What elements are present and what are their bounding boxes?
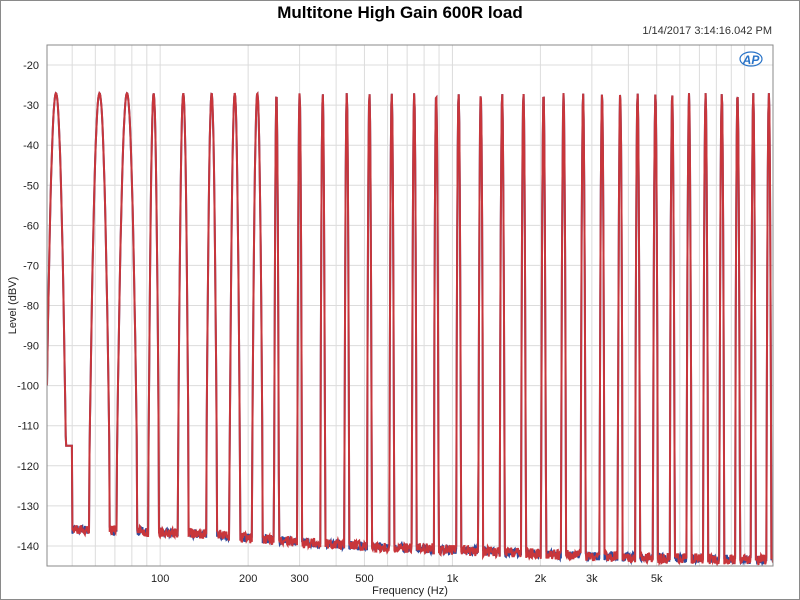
x-axis-ticks: 100 200 300 500 1k 2k 3k 5k — [151, 573, 663, 585]
ap-logo-text: AP — [742, 53, 761, 67]
x-tick-label: 100 — [151, 573, 169, 585]
plot-border — [46, 44, 774, 567]
chart-title: Multitone High Gain 600R load — [277, 3, 523, 22]
x-axis-label: Frequency (Hz) — [372, 585, 448, 597]
y-tick-label: -50 — [23, 180, 39, 192]
ap-logo-ring — [739, 51, 763, 67]
x-tick-label: 2k — [535, 573, 547, 585]
y-tick-label: -110 — [18, 421, 39, 433]
y-tick-label: -70 — [23, 260, 39, 272]
y-tick-label: -80 — [23, 301, 39, 313]
series-line-red — [47, 91, 773, 566]
series-group — [47, 91, 773, 566]
y-tick-label: -120 — [17, 461, 39, 473]
y-tick-label: -20 — [23, 60, 39, 72]
y-tick-label: -100 — [17, 381, 39, 393]
y-axis-ticks: -20 -30 -40 -50 -60 -70 -80 -90 -100 -110 -120 -130… — [17, 60, 39, 553]
y-tick-label: -140 — [17, 541, 39, 553]
timestamp: 1/14/2017 3:14:16.042 PM — [642, 25, 772, 37]
x-tick-label: 3k — [586, 573, 598, 585]
x-tick-label: 500 — [355, 573, 373, 585]
y-tick-label: -90 — [23, 341, 39, 353]
y-tick-label: -130 — [17, 501, 39, 513]
ap-logo: AP — [739, 51, 763, 67]
y-tick-label: -30 — [23, 100, 39, 112]
y-axis-label: Level (dBV) — [7, 277, 19, 334]
x-tick-label: 1k — [447, 573, 459, 585]
x-tick-label: 300 — [290, 573, 308, 585]
y-tick-label: -60 — [23, 220, 39, 232]
x-tick-label: 200 — [239, 573, 257, 585]
y-tick-label: -40 — [23, 140, 39, 152]
x-tick-label: 5k — [651, 573, 663, 585]
